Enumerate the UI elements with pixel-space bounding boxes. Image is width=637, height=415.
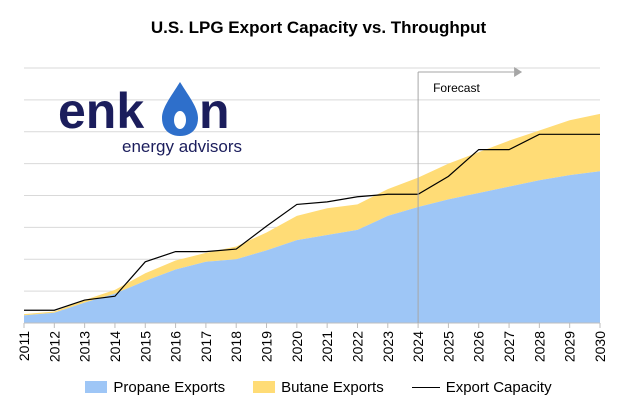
- chart-title: U.S. LPG Export Capacity vs. Throughput: [150, 18, 487, 37]
- x-tick-label-2028: 2028: [531, 331, 547, 362]
- x-tick-label-2027: 2027: [501, 331, 517, 362]
- area-butane-exports: [24, 113, 600, 316]
- x-tick-label-2029: 2029: [562, 331, 578, 362]
- logo-tagline: energy advisors: [122, 137, 242, 156]
- enkon-logo: enk n energy advisors: [58, 82, 242, 156]
- x-tick-label-2013: 2013: [77, 331, 93, 362]
- legend: Propane Exports Butane Exports Export Ca…: [0, 376, 637, 398]
- x-tick-label-2018: 2018: [228, 331, 244, 362]
- x-tick-label-2019: 2019: [259, 331, 275, 362]
- legend-label-propane: Propane Exports: [113, 378, 226, 396]
- x-tick-label-2017: 2017: [198, 331, 214, 362]
- legend-item-propane: Propane Exports: [85, 379, 225, 396]
- x-tick-label-2023: 2023: [380, 331, 396, 362]
- forecast-annotation: Forecast: [417, 67, 523, 323]
- line-export-capacity: [24, 133, 600, 311]
- x-tick-label-2012: 2012: [46, 331, 62, 362]
- logo-word-right: n: [199, 83, 230, 139]
- x-tick-label-2024: 2024: [410, 331, 426, 362]
- x-tick-label-2016: 2016: [168, 331, 184, 362]
- x-tick-label-2030: 2030: [592, 331, 608, 362]
- legend-item-butane: Butane Exports: [253, 379, 384, 396]
- area-series: [24, 113, 600, 323]
- legend-swatch-butane: [253, 381, 276, 393]
- x-tick-label-2021: 2021: [319, 331, 335, 362]
- x-tick-label-2011: 2011: [16, 331, 32, 361]
- legend-label-butane: Butane Exports: [281, 378, 384, 396]
- x-tick-label-2026: 2026: [471, 331, 487, 362]
- legend-label-capacity: Export Capacity: [445, 378, 552, 396]
- x-axis: 2011 2012 2013 2014 2015 2016 2017 2018 2019 2020…: [16, 322, 608, 362]
- x-tick-label-2015: 2015: [137, 331, 153, 362]
- area-propane-exports: [24, 171, 600, 323]
- legend-swatch-propane: [85, 381, 108, 393]
- x-tick-label-2020: 2020: [289, 331, 305, 362]
- line-series: [24, 133, 600, 311]
- x-tick-label-2022: 2022: [349, 331, 365, 362]
- forecast-arrow-head: [514, 67, 523, 77]
- legend-swatch-capacity: [411, 386, 440, 388]
- flame-icon: [162, 82, 198, 136]
- legend-item-capacity: Export Capacity: [411, 378, 552, 396]
- forecast-label: Forecast: [433, 81, 480, 95]
- x-tick-label-2014: 2014: [107, 331, 123, 362]
- x-tick-label-2025: 2025: [440, 331, 456, 362]
- logo-word-left: enk: [58, 83, 144, 139]
